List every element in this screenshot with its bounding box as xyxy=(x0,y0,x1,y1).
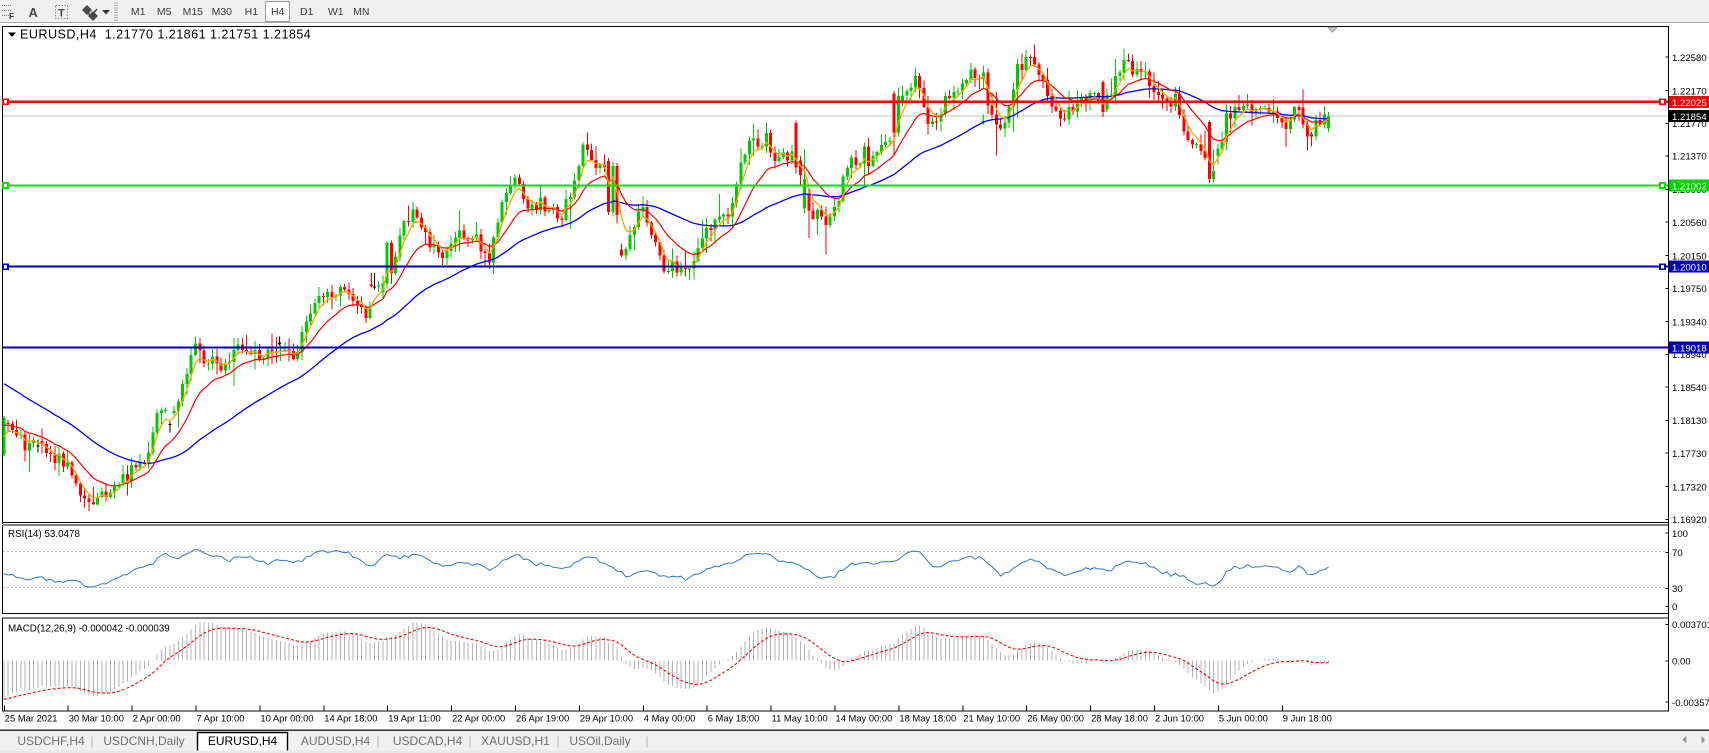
svg-text:D1: D1 xyxy=(300,6,314,18)
svg-text:M5: M5 xyxy=(157,6,172,18)
svg-text:MACD(12,26,9) -0.000042 -0.000: MACD(12,26,9) -0.000042 -0.000039 xyxy=(8,624,170,635)
svg-text:1.18540: 1.18540 xyxy=(1672,383,1707,394)
svg-text:-0.003577: -0.003577 xyxy=(1672,698,1709,709)
svg-text:|: | xyxy=(645,734,648,748)
svg-text:1.18940: 1.18940 xyxy=(1672,350,1707,361)
svg-text:EURUSD,H4 1.21770 1.21861 1.2: EURUSD,H4 1.21770 1.21861 1.21751 1.2185… xyxy=(20,28,311,42)
svg-text:100: 100 xyxy=(1672,529,1688,540)
svg-text:30: 30 xyxy=(1672,584,1683,595)
svg-text:21 May 10:00: 21 May 10:00 xyxy=(963,713,1020,724)
svg-text:W1: W1 xyxy=(328,6,344,18)
svg-text:H1: H1 xyxy=(245,6,259,18)
svg-text:1.18130: 1.18130 xyxy=(1672,416,1707,427)
svg-text:26 Apr 19:00: 26 Apr 19:00 xyxy=(516,713,569,724)
svg-text:2 Apr 00:00: 2 Apr 00:00 xyxy=(133,713,181,724)
svg-text:MN: MN xyxy=(353,6,369,18)
svg-text:1.19018: 1.19018 xyxy=(1672,344,1707,355)
svg-text:|: | xyxy=(90,734,93,748)
svg-text:2 Jun 10:00: 2 Jun 10:00 xyxy=(1155,713,1204,724)
svg-text:6 May 18:00: 6 May 18:00 xyxy=(708,713,760,724)
svg-text:14 Apr 18:00: 14 Apr 18:00 xyxy=(324,713,377,724)
svg-text:1.20560: 1.20560 xyxy=(1672,218,1707,229)
svg-text:1.20150: 1.20150 xyxy=(1672,251,1707,262)
svg-text:F: F xyxy=(9,11,14,21)
svg-text:USDCAD,H4: USDCAD,H4 xyxy=(393,734,463,748)
svg-text:1.16920: 1.16920 xyxy=(1672,515,1707,526)
svg-text:14 May 00:00: 14 May 00:00 xyxy=(836,713,893,724)
svg-text:M30: M30 xyxy=(212,6,233,18)
svg-text:18 May 18:00: 18 May 18:00 xyxy=(899,713,956,724)
svg-text:25 Mar 2021: 25 Mar 2021 xyxy=(5,713,58,724)
svg-text:M1: M1 xyxy=(131,6,146,18)
svg-text:22 Apr 00:00: 22 Apr 00:00 xyxy=(452,713,505,724)
svg-text:USDCHF,H4: USDCHF,H4 xyxy=(17,734,85,748)
svg-text:7 Apr 10:00: 7 Apr 10:00 xyxy=(197,713,245,724)
svg-text:M15: M15 xyxy=(183,6,204,18)
svg-text:1.19340: 1.19340 xyxy=(1672,317,1707,328)
svg-text:30 Mar 10:00: 30 Mar 10:00 xyxy=(69,713,124,724)
svg-text:1.21854: 1.21854 xyxy=(1672,112,1707,123)
svg-text:|: | xyxy=(468,734,471,748)
svg-text:A: A xyxy=(29,5,39,20)
svg-text:1.21770: 1.21770 xyxy=(1672,119,1707,130)
svg-text:|: | xyxy=(556,734,559,748)
svg-text:1.17320: 1.17320 xyxy=(1672,482,1707,493)
svg-text:H4: H4 xyxy=(271,6,285,18)
svg-text:XAUUSD,H1: XAUUSD,H1 xyxy=(481,734,550,748)
svg-text:1.21002: 1.21002 xyxy=(1672,182,1707,193)
svg-text:RSI(14) 53.0478: RSI(14) 53.0478 xyxy=(8,529,80,540)
svg-text:1.17730: 1.17730 xyxy=(1672,449,1707,460)
svg-text:70: 70 xyxy=(1672,548,1683,559)
svg-text:26 May 00:00: 26 May 00:00 xyxy=(1027,713,1084,724)
svg-text:9 Jun 18:00: 9 Jun 18:00 xyxy=(1283,713,1332,724)
svg-text:1.20010: 1.20010 xyxy=(1672,263,1707,274)
svg-text:10 Apr 00:00: 10 Apr 00:00 xyxy=(260,713,313,724)
svg-text:AUDUSD,H4: AUDUSD,H4 xyxy=(301,734,371,748)
svg-text:1.22025: 1.22025 xyxy=(1672,98,1707,109)
svg-text:19 Apr 11:00: 19 Apr 11:00 xyxy=(388,713,440,724)
svg-text:|: | xyxy=(376,734,379,748)
svg-text:0.00: 0.00 xyxy=(1672,657,1691,668)
svg-text:USDCNH,Daily: USDCNH,Daily xyxy=(103,734,184,748)
svg-text:5 Jun 00:00: 5 Jun 00:00 xyxy=(1219,713,1268,724)
svg-text:T: T xyxy=(58,8,65,20)
svg-text:0.003701: 0.003701 xyxy=(1672,620,1709,631)
svg-text:0: 0 xyxy=(1672,602,1677,613)
svg-text:11 May 10:00: 11 May 10:00 xyxy=(772,713,828,724)
svg-text:1.19750: 1.19750 xyxy=(1672,284,1707,295)
svg-text:1.21370: 1.21370 xyxy=(1672,152,1707,163)
svg-text:EURUSD,H4: EURUSD,H4 xyxy=(208,734,278,748)
svg-text:1.22580: 1.22580 xyxy=(1672,53,1707,64)
svg-text:28 May 18:00: 28 May 18:00 xyxy=(1091,713,1148,724)
svg-text:USOil,Daily: USOil,Daily xyxy=(569,734,630,748)
svg-text:29 Apr 10:00: 29 Apr 10:00 xyxy=(580,713,633,724)
svg-text:4 May 00:00: 4 May 00:00 xyxy=(644,713,696,724)
svg-text:1.22170: 1.22170 xyxy=(1672,86,1707,97)
